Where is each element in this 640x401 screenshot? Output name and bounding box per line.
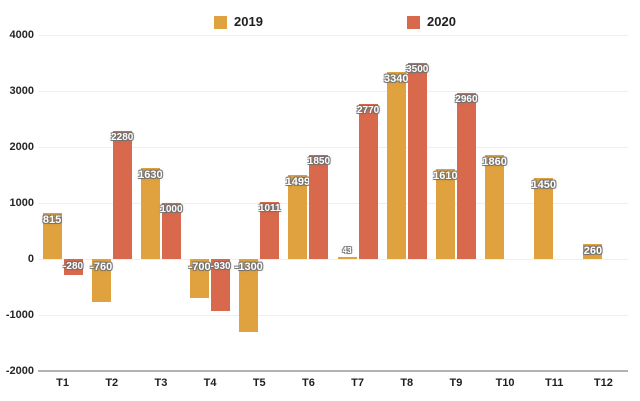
bar-value-label: -930 [210, 261, 231, 272]
bar-value-label: 1630 [138, 168, 163, 181]
bar-2020-t4[interactable] [211, 259, 231, 312]
gridline [38, 35, 628, 36]
bar-2020-t8[interactable] [407, 63, 427, 259]
x-axis-label-t9: T9 [449, 377, 463, 389]
y-axis-tick-label: -2000 [5, 365, 34, 377]
bar-2019-t1[interactable] [42, 213, 62, 259]
x-axis-label-t7: T7 [351, 377, 364, 389]
bar-2019-t11[interactable] [534, 177, 554, 259]
y-axis-tick-label: 4000 [9, 29, 34, 41]
bar-2020-t6[interactable] [309, 155, 329, 259]
x-axis-label-t5: T5 [252, 377, 266, 389]
bar-value-label: 1860 [482, 155, 507, 168]
x-axis-label-t3: T3 [154, 377, 168, 389]
bar-2020-t5[interactable] [260, 202, 280, 259]
bar-value-label: 3500 [406, 64, 429, 75]
bar-value-label: -760 [90, 261, 113, 273]
bar-group-t5: -1300 1011 [235, 35, 284, 371]
bar-value-label: 2960 [455, 94, 478, 106]
x-axis-label-t2: T2 [105, 377, 119, 389]
bar-2020-t9[interactable] [456, 93, 476, 259]
bar-group-t9: 1610 2960 [431, 35, 480, 371]
bar-value-label: 2280 [111, 132, 134, 144]
bar-group-t3: 1630 1000 [136, 35, 185, 371]
bar-value-label: 1499 [285, 176, 311, 189]
gridline [38, 147, 628, 148]
bar-2019-t5[interactable] [239, 259, 259, 332]
bar-group-t2: -760 2280 [87, 35, 136, 371]
legend-swatch-2020-icon [407, 15, 420, 29]
bar-value-label: -280 [63, 261, 84, 272]
x-axis: T1 T2 T3 T4 T5 T6 T7 T8 T9 T10 T11 T12 [38, 377, 628, 391]
bar-value-label: 2770 [356, 104, 380, 116]
legend-item-2019[interactable]: 2019 [214, 15, 263, 29]
bar-2020-t1[interactable] [63, 259, 83, 275]
x-axis-label-t8: T8 [400, 377, 414, 389]
bar-group-t8: 3340 3500 [382, 35, 431, 371]
y-axis-tick-label: 3000 [9, 85, 34, 97]
plot-area: 815 -280 -760 2280 1630 1000 -700 -930 -1300 1011… [38, 35, 628, 372]
x-axis-label-t4: T4 [203, 377, 217, 389]
legend-item-2020[interactable]: 2020 [407, 15, 456, 29]
bar-2019-t9[interactable] [435, 168, 455, 259]
bar-group-t7: 43 2770 [333, 35, 382, 371]
bar-2019-t6[interactable] [288, 175, 308, 259]
bar-value-label: 1850 [307, 156, 331, 168]
bar-value-label: 260 [583, 245, 603, 258]
y-axis-tick-label: 2000 [9, 141, 34, 153]
legend-swatch-2019-icon [214, 15, 227, 29]
bar-2019-t12[interactable] [583, 244, 603, 259]
bar-value-label: 815 [42, 214, 62, 227]
bar-2020-t3[interactable] [161, 203, 181, 259]
y-axis-tick-label: -1000 [5, 309, 34, 321]
y-axis-tick-label: 0 [27, 253, 34, 265]
bar-value-label: 1000 [160, 204, 183, 215]
gridline [38, 91, 628, 92]
bar-group-t1: 815 -280 [38, 35, 87, 371]
x-axis-line [38, 370, 628, 372]
x-axis-label-t12: T12 [593, 377, 613, 389]
gridline [38, 315, 628, 316]
x-axis-label-t6: T6 [301, 377, 315, 389]
bar-group-t12: 260 [579, 35, 628, 371]
bar-2019-t7[interactable] [337, 256, 357, 259]
y-axis-tick-label: 1000 [9, 197, 34, 209]
bar-group-t11: 1450 [530, 35, 579, 371]
bar-value-label: 1610 [433, 169, 458, 182]
bar-group-t4: -700 -930 [186, 35, 235, 371]
bar-value-label: -1300 [234, 261, 263, 273]
x-axis-label-t1: T1 [56, 377, 69, 389]
x-axis-label-t10: T10 [495, 377, 515, 389]
legend-label-2020: 2020 [427, 14, 456, 29]
bar-2019-t3[interactable] [140, 167, 160, 259]
bar-value-label: 1450 [531, 178, 556, 191]
bar-value-label: 1011 [258, 203, 281, 215]
bar-2019-t2[interactable] [91, 259, 111, 302]
gridline [38, 203, 628, 204]
bar-2019-t4[interactable] [190, 259, 210, 299]
bar-2019-t8[interactable] [386, 71, 406, 259]
bar-group-t10: 1860 [481, 35, 530, 371]
bar-value-label: 3340 [383, 72, 409, 85]
bar-2019-t10[interactable] [485, 154, 505, 259]
bar-2020-t7[interactable] [358, 103, 378, 259]
bar-group-t6: 1499 1850 [284, 35, 333, 371]
gridline [38, 259, 628, 260]
legend-label-2019: 2019 [234, 14, 263, 29]
bar-value-label: -700 [188, 261, 211, 273]
bar-value-label: 43 [342, 245, 352, 255]
bar-2020-t2[interactable] [112, 131, 132, 259]
x-axis-label-t11: T11 [545, 377, 564, 389]
